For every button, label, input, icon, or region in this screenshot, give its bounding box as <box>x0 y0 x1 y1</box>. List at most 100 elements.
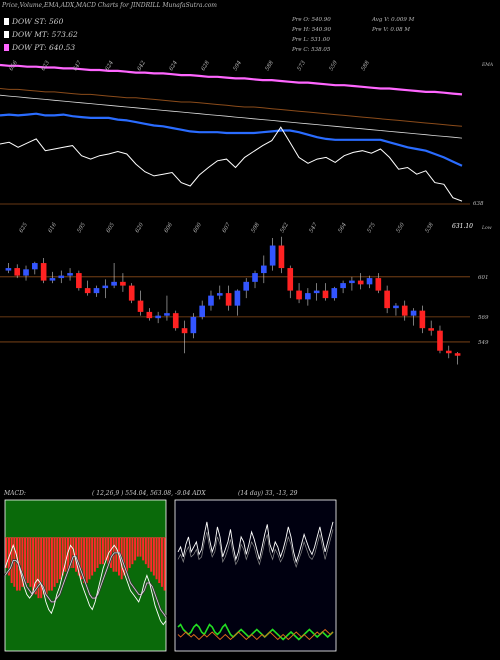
candle-body <box>146 311 153 319</box>
legend-swatch <box>4 31 9 38</box>
macd-histogram-bar <box>123 537 126 576</box>
candle-body <box>102 285 109 289</box>
adx-params: (14 day) 33, -13, 29 <box>238 490 298 497</box>
macd-histogram-bar <box>77 537 80 576</box>
candle-body <box>58 275 65 279</box>
macd-histogram-bar <box>136 537 139 557</box>
price-top-label: 620 <box>135 221 146 234</box>
legend-label: DOW PT: 640.53 <box>12 43 76 52</box>
candle-body <box>49 278 56 281</box>
price-top-label: 600 <box>193 221 204 234</box>
candle-body <box>93 288 100 294</box>
legend-dow-st: DOW ST: 560 <box>4 17 84 28</box>
price-top-label: 625 <box>19 221 30 234</box>
macd-histogram-bar <box>96 537 99 568</box>
ema-top-label: 588 <box>361 59 372 72</box>
candle-body <box>137 300 144 312</box>
macd-histogram-bar <box>128 537 131 568</box>
candle-body <box>261 265 267 274</box>
macd-histogram-bar <box>139 537 142 557</box>
candle-body <box>393 305 399 309</box>
ema-top-label: 624 <box>169 59 180 72</box>
macd-params: ( 12,26,9 ) 554.04, 563.08, -9.04 ADX <box>92 490 206 497</box>
macd-histogram-bar <box>101 537 104 565</box>
macd-histogram-bar <box>45 537 48 595</box>
candle-body <box>190 316 197 334</box>
macd-histogram-bar <box>21 537 24 587</box>
candle-body <box>454 353 461 356</box>
candle-body <box>278 245 285 269</box>
candle-body <box>111 281 117 286</box>
candle-body <box>296 290 302 300</box>
stat-pre-high: Pre H: 540.90 <box>292 27 331 33</box>
macd-histogram-bar <box>42 537 45 595</box>
legend-swatch <box>4 18 9 25</box>
candle-body <box>32 263 38 270</box>
candle-body <box>366 278 373 285</box>
candle-body <box>401 305 408 316</box>
macd-histogram-bar <box>34 537 37 595</box>
macd-histogram-bar <box>107 537 110 565</box>
candle-body <box>410 310 417 316</box>
ema-top-label: 594 <box>233 59 244 72</box>
legend-dow-mt: DOW MT: 573.62 <box>4 30 84 41</box>
stat-pre-volume: Pre V: 0.08 M <box>372 27 410 33</box>
candle-body <box>287 268 294 291</box>
macd-label: MACD: <box>4 490 26 497</box>
macd-histogram-bar <box>58 537 61 580</box>
price-top-label: 550 <box>396 221 407 234</box>
ema-bottom-label: 638 <box>473 201 484 207</box>
candle-body <box>76 273 82 289</box>
stat-pre-low: Pre L: 531.00 <box>292 37 330 43</box>
macd-line <box>4 543 167 626</box>
candle-body <box>375 278 382 291</box>
legend-dow-pt: DOW PT: 640.53 <box>4 43 84 54</box>
macd-histogram-bar <box>126 537 129 572</box>
legend-swatch <box>4 44 9 51</box>
candle-body <box>5 268 12 271</box>
candle-body <box>172 313 179 329</box>
macd-histogram-bar <box>61 537 64 576</box>
macd-histogram-bar <box>75 537 78 572</box>
candle-body <box>349 280 355 284</box>
ema-top-label: 559 <box>329 59 340 72</box>
stat-avg-volume: Avg V: 0.009 M <box>372 17 415 23</box>
price-top-label: 564 <box>338 221 349 234</box>
adx-line-di_orange <box>177 628 334 641</box>
macd-histogram-bar <box>50 537 53 591</box>
price-level-label: 601 <box>478 275 489 281</box>
ema-top-label: 628 <box>201 59 212 72</box>
ema-top-label: 573 <box>297 59 308 72</box>
candle-body <box>225 293 232 306</box>
ema-line-ema_slow_white <box>0 94 463 139</box>
candle-body <box>384 290 390 309</box>
ema-top-label: 588 <box>265 59 276 72</box>
ema-line-ema_brown <box>0 88 463 127</box>
ema-top-label: 624 <box>105 59 116 72</box>
candle-body <box>437 330 443 351</box>
macd-histogram-bar <box>80 537 83 580</box>
stat-pre-close: Pre C: 538.05 <box>292 47 331 53</box>
candle-body <box>305 293 311 300</box>
macd-histogram-bar <box>10 537 13 584</box>
macd-histogram-bar <box>104 537 107 561</box>
candle-body <box>428 328 434 331</box>
candle-body <box>208 295 214 306</box>
ema-top-label: 623 <box>41 59 52 72</box>
macd-histogram-bar <box>48 537 51 591</box>
macd-histogram-bar <box>72 537 75 568</box>
candle-body <box>234 290 241 306</box>
macd-histogram-bar <box>64 537 67 572</box>
price-top-label: 575 <box>367 221 378 234</box>
ema-top-label: 656 <box>9 59 20 72</box>
macd-histogram-bar <box>93 537 96 572</box>
macd-histogram-bar <box>69 537 72 568</box>
price-last-sub: Low <box>481 225 492 231</box>
macd-histogram-bar <box>109 537 112 568</box>
candle-body <box>322 290 329 299</box>
candle-body <box>216 293 223 296</box>
macd-histogram-bar <box>24 537 27 584</box>
price-top-label: 605 <box>106 221 117 234</box>
macd-histogram-bar <box>158 537 161 584</box>
price-top-label: 598 <box>251 221 262 234</box>
